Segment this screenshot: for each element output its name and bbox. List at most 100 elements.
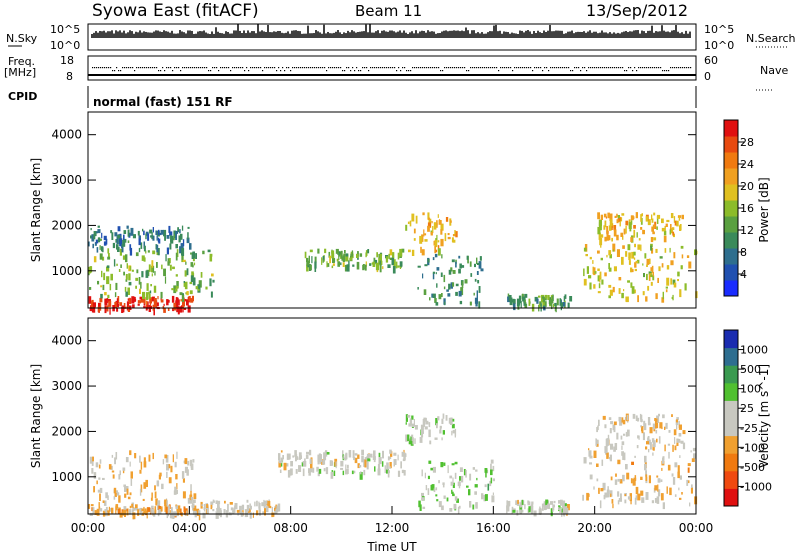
heatmap-cell	[414, 438, 416, 444]
heatmap-cell	[139, 488, 142, 496]
nave-sample	[598, 67, 600, 69]
heatmap-cell	[476, 477, 478, 481]
heatmap-cell	[115, 504, 118, 507]
heatmap-cell	[602, 415, 606, 420]
heatmap-cell	[598, 222, 602, 231]
colorbar-tick-label: 500	[740, 363, 761, 376]
heatmap-cell	[227, 503, 229, 512]
heatmap-cell	[641, 497, 645, 503]
heatmap-cell	[492, 492, 494, 496]
heatmap-cell	[142, 498, 145, 501]
nave-sample	[614, 67, 616, 69]
heatmap-cell	[454, 461, 458, 465]
heatmap-cell	[663, 230, 667, 236]
nave-sample	[106, 67, 108, 69]
heatmap-cell	[621, 292, 624, 299]
heatmap-cell	[344, 264, 347, 272]
heatmap-cell	[492, 465, 495, 472]
heatmap-cell	[397, 252, 400, 260]
heatmap-cell	[177, 297, 179, 303]
nave-sample	[626, 70, 628, 72]
heatmap-cell	[118, 495, 121, 503]
heatmap-cell	[184, 307, 187, 310]
heatmap-cell	[608, 263, 610, 269]
heatmap-cell	[151, 260, 154, 268]
heatmap-cell	[331, 265, 334, 269]
nave-sample	[92, 67, 94, 69]
heatmap-cell	[168, 477, 172, 484]
heatmap-cell	[662, 291, 664, 300]
nave-sample	[230, 70, 232, 72]
heatmap-cell	[132, 234, 136, 239]
heatmap-cell	[635, 495, 638, 500]
heatmap-cell	[472, 467, 475, 470]
heatmap-cell	[132, 304, 135, 308]
heatmap-cell	[132, 508, 136, 511]
heatmap-cell	[143, 297, 146, 304]
nave-sample	[150, 67, 152, 69]
heatmap-cell	[659, 422, 663, 429]
heatmap-cell	[622, 235, 624, 240]
heatmap-cell	[309, 249, 313, 253]
heatmap-cell	[414, 425, 418, 430]
heatmap-cell	[589, 462, 592, 465]
heatmap-cell	[427, 225, 430, 232]
heatmap-cell	[378, 258, 380, 265]
heatmap-cell	[651, 218, 654, 223]
heatmap-cell	[135, 252, 139, 257]
heatmap-cell	[364, 264, 367, 271]
heatmap-cell	[439, 425, 442, 429]
heatmap-cell	[635, 260, 638, 264]
heatmap-cell	[419, 436, 423, 443]
heatmap-cell	[536, 298, 539, 302]
heatmap-cell	[107, 299, 111, 303]
heatmap-cell	[519, 502, 522, 508]
heatmap-cell	[606, 254, 608, 258]
nave-sample	[682, 67, 684, 69]
heatmap-cell	[125, 274, 128, 280]
nave-sample	[382, 67, 384, 69]
heatmap-cell	[241, 504, 245, 510]
heatmap-cell	[421, 497, 425, 501]
heatmap-cell	[427, 222, 431, 228]
nsky-panel-frame	[87, 23, 697, 51]
heatmap-cell	[425, 417, 427, 422]
heatmap-cell	[511, 509, 513, 514]
heatmap-cell	[175, 232, 177, 240]
nave-sample	[94, 67, 96, 69]
heatmap-cell	[680, 265, 683, 270]
heatmap-cell	[153, 300, 157, 308]
nave-sample	[126, 67, 128, 69]
heatmap-cell	[682, 442, 686, 450]
heatmap-cell	[528, 298, 531, 306]
colorbar-tick-label: 8	[740, 246, 747, 259]
heatmap-cell	[408, 438, 412, 445]
heatmap-cell	[131, 269, 134, 272]
heatmap-cell	[561, 507, 564, 513]
heatmap-cell	[345, 254, 349, 262]
heatmap-cell	[630, 282, 633, 288]
colorbar-swatch	[724, 232, 738, 249]
heatmap-cell	[560, 302, 563, 308]
heatmap-cell	[152, 235, 155, 241]
heatmap-cell	[616, 213, 618, 217]
nave-sample	[336, 67, 338, 69]
heatmap-cell	[405, 434, 408, 442]
heatmap-cell	[384, 465, 386, 474]
heatmap-cell	[469, 473, 472, 481]
heatmap-cell	[345, 464, 347, 471]
heatmap-cell	[527, 508, 530, 513]
heatmap-cell	[336, 258, 339, 262]
nave-sample	[512, 70, 514, 72]
heatmap-cell	[641, 426, 644, 434]
heatmap-cell	[104, 305, 107, 314]
heatmap-cell	[165, 507, 168, 514]
heatmap-cell	[331, 250, 335, 259]
heatmap-cell	[207, 249, 211, 253]
nave-sample	[292, 67, 294, 69]
heatmap-cell	[106, 276, 110, 285]
nave-sample	[664, 70, 666, 72]
nave-sample	[260, 67, 262, 69]
nave-sample	[458, 67, 460, 69]
heatmap-cell	[90, 235, 92, 239]
